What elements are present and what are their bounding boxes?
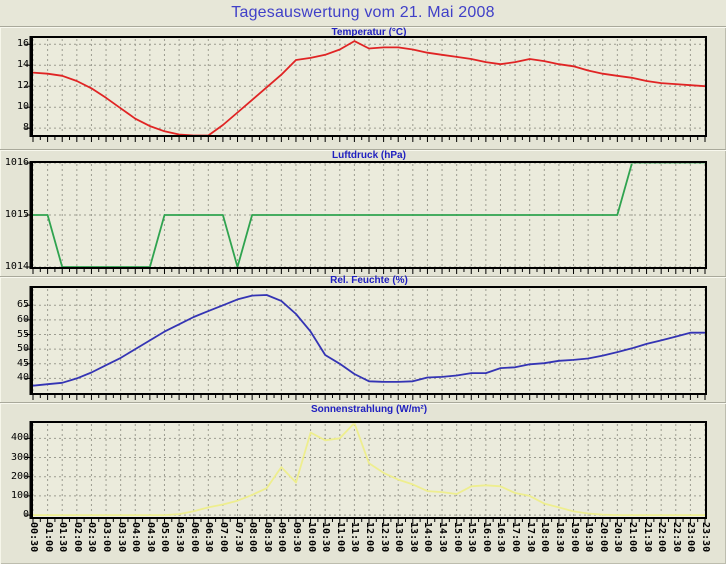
luftdruck-border (31, 161, 707, 269)
x-time-label: 21:30 (641, 522, 653, 553)
sonnenstrahlung-line (33, 423, 705, 516)
x-time-label: 08:00 (247, 522, 259, 553)
temperatur-y-tick-label: 14 (16, 59, 29, 71)
x-time-label: 01:30 (57, 522, 69, 553)
temperatur-y-tick-label: 8 (22, 122, 29, 134)
x-time-label: 04:30 (144, 522, 156, 553)
rel-feuchte-y-tick-label: 45 (16, 357, 29, 369)
section-separator (0, 276, 726, 278)
x-time-label: 05:00 (159, 522, 171, 553)
page-title: Tagesauswertung vom 21. Mai 2008 (231, 4, 495, 21)
x-time-label: 19:30 (583, 522, 595, 553)
x-time-label: 12:00 (364, 522, 375, 553)
x-time-label: 02:30 (86, 522, 98, 553)
section-separator (0, 26, 726, 28)
x-time-label: 04:00 (130, 522, 142, 553)
sonnenstrahlung-y-tick-label: 100 (10, 489, 29, 501)
temperatur-y-tick-label: 12 (16, 80, 29, 92)
sonnenstrahlung-y-tick-label: 300 (10, 451, 29, 463)
x-time-label: 23:00 (685, 522, 697, 553)
x-time-label: 02:00 (71, 522, 83, 553)
x-time-label: 13:00 (393, 522, 405, 553)
x-time-label: 22:30 (670, 522, 682, 553)
x-time-label: 06:30 (203, 522, 215, 553)
x-time-label: 03:00 (101, 522, 113, 553)
luftdruck-y-tick-label: 1015 (4, 209, 29, 220)
x-time-label: 11:30 (349, 522, 361, 553)
rel-feuchte-line (33, 294, 705, 387)
x-time-label: 00:30 (28, 522, 39, 553)
x-time-label: 12:30 (378, 522, 390, 553)
x-time-label: 17:30 (524, 522, 536, 553)
x-time-label: 14:00 (422, 522, 434, 553)
section-separator (0, 402, 726, 404)
x-time-label: 19:00 (568, 522, 580, 553)
x-time-label: 17:00 (510, 522, 522, 553)
x-time-label: 23:30 (700, 522, 711, 553)
x-time-label: 03:30 (115, 522, 127, 553)
x-time-label: 09:30 (290, 522, 302, 553)
chart-title-sonnenstrahlung: Sonnenstrahlung (W/m²) (310, 404, 428, 415)
x-time-label: 22:00 (656, 522, 668, 553)
x-time-label: 20:30 (612, 522, 624, 553)
sonnenstrahlung-y-tick-label: 0 (22, 509, 29, 521)
x-time-label: 11:00 (334, 522, 346, 553)
chart-title-luftdruck: Luftdruck (hPa) (332, 150, 406, 161)
x-time-label: 10:30 (320, 522, 332, 553)
temperatur-y-tick-label: 16 (16, 38, 29, 50)
x-time-label: 05:30 (174, 522, 186, 553)
x-time-label: 13:30 (407, 522, 419, 553)
x-time-label: 07:30 (232, 522, 244, 553)
luftdruck-y-tick-label: 1016 (4, 157, 29, 168)
luftdruck-y-tick-label: 1014 (4, 261, 29, 272)
x-time-label: 10:00 (305, 522, 317, 553)
section-separator (0, 149, 726, 151)
rel-feuchte-border (31, 286, 707, 395)
temperatur-border (31, 36, 707, 137)
x-time-label: 14:30 (437, 522, 449, 553)
x-time-label: 08:30 (261, 522, 273, 553)
x-time-label: 16:00 (480, 522, 492, 553)
report-header: Tagesauswertung vom 21. Mai 2008 (0, 0, 726, 26)
temperatur-line (33, 40, 705, 137)
temperatur-y-tick-label: 10 (16, 101, 29, 113)
rel-feuchte-y-tick-label: 40 (16, 372, 29, 384)
sonnenstrahlung-y-tick-label: 200 (10, 470, 29, 482)
rel-feuchte-y-tick-label: 65 (16, 299, 29, 311)
x-time-label: 15:30 (466, 522, 478, 553)
rel-feuchte-y-tick-label: 50 (16, 343, 29, 355)
chart-title-temperatur: Temperatur (°C) (331, 27, 407, 38)
rel-feuchte-y-tick-label: 60 (16, 313, 29, 325)
chart-title-rel-feuchte: Rel. Feuchte (%) (330, 275, 408, 286)
x-time-label: 21:00 (626, 522, 638, 553)
x-time-label: 16:30 (495, 522, 507, 553)
x-time-label: 06:00 (188, 522, 200, 553)
x-time-label: 07:00 (217, 522, 229, 553)
rel-feuchte-y-tick-label: 55 (16, 328, 29, 340)
x-time-label: 18:30 (553, 522, 565, 553)
x-time-label: 18:00 (539, 522, 551, 553)
x-time-label: 15:00 (451, 522, 463, 553)
sonnenstrahlung-border (31, 421, 707, 519)
x-time-label: 20:00 (597, 522, 609, 553)
x-time-label: 01:00 (42, 522, 54, 553)
x-time-label: 09:00 (276, 522, 288, 553)
sonnenstrahlung-y-tick-label: 400 (10, 432, 29, 444)
